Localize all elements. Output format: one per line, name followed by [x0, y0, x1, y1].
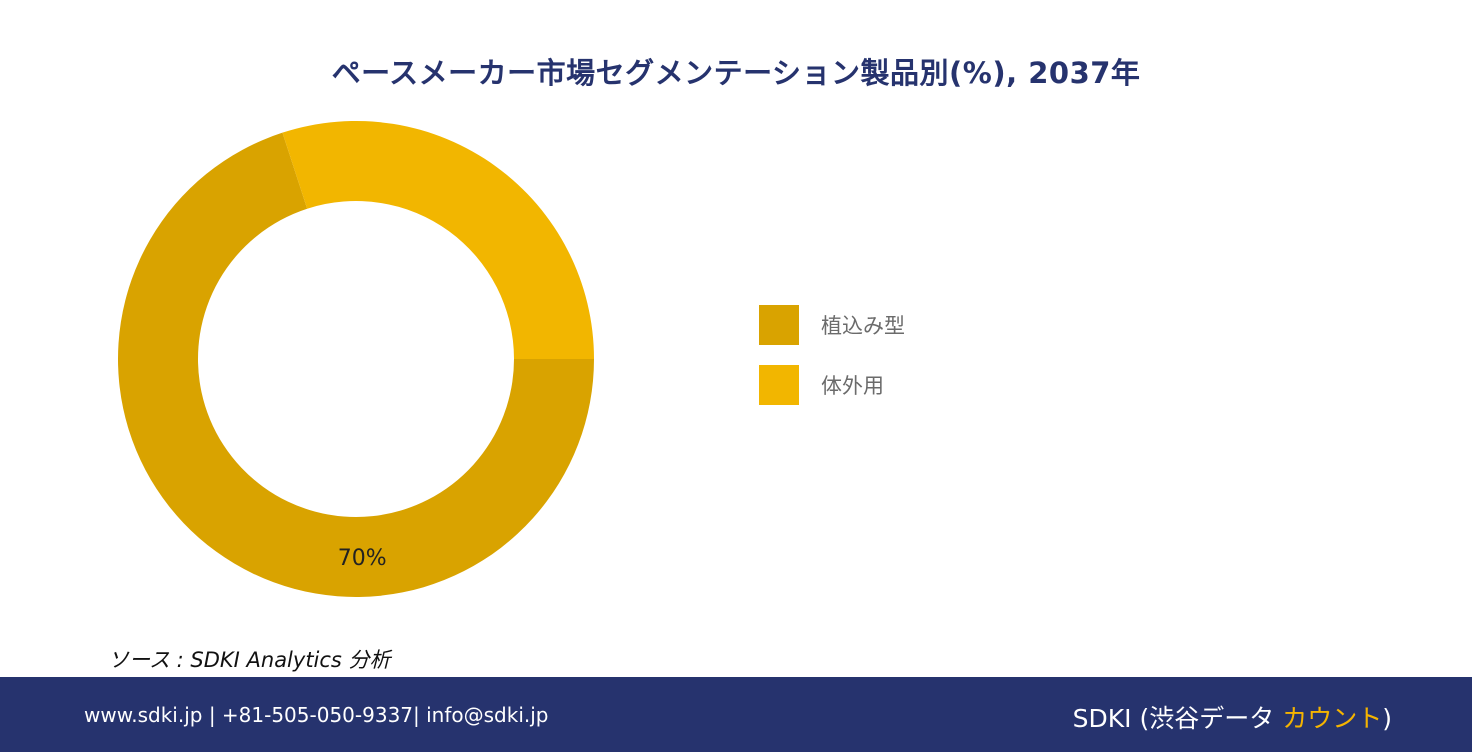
footer-bar: www.sdki.jp | +81-505-050-9337| info@sdk… [0, 677, 1472, 752]
legend-item-external: 体外用 [759, 365, 905, 405]
chart-legend: 植込み型 体外用 [759, 305, 905, 425]
footer-brand: SDKI (渋谷データ カウント) [1073, 699, 1392, 735]
footer-brand-prefix: SDKI (渋谷データ [1072, 704, 1283, 733]
chart-title: ペースメーカー市場セグメンテーション製品別(%), 2037年 [331, 56, 1141, 90]
legend-label-external: 体外用 [821, 374, 884, 398]
legend-item-implantable: 植込み型 [759, 305, 905, 345]
data-label-implantable: 70% [338, 546, 387, 571]
donut-slices [118, 121, 594, 597]
legend-swatch-external [759, 365, 799, 405]
donut-chart: 70% [118, 121, 594, 597]
legend-label-implantable: 植込み型 [821, 314, 905, 338]
legend-swatch-implantable [759, 305, 799, 345]
footer-brand-accent: カウント [1282, 704, 1383, 733]
donut-data-labels: 70% [338, 546, 387, 571]
source-note: ソース : SDKI Analytics 分析 [108, 648, 391, 672]
donut-slice-implantable [118, 132, 594, 597]
donut-slice-external [282, 121, 594, 359]
footer-brand-suffix: ) [1382, 704, 1392, 733]
footer-contact-info: www.sdki.jp | +81-505-050-9337| info@sdk… [84, 703, 549, 727]
